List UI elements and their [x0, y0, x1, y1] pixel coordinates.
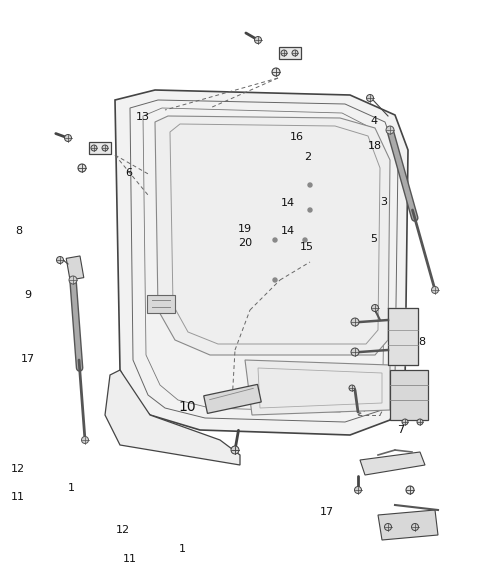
Text: 16: 16: [289, 131, 304, 142]
Circle shape: [417, 419, 423, 425]
Circle shape: [57, 256, 63, 264]
Circle shape: [386, 126, 394, 134]
Text: 8: 8: [418, 336, 425, 347]
Polygon shape: [388, 308, 418, 365]
Polygon shape: [378, 510, 438, 540]
Circle shape: [82, 436, 88, 443]
Circle shape: [292, 50, 298, 56]
Circle shape: [351, 348, 359, 356]
Polygon shape: [155, 116, 390, 355]
Text: 13: 13: [136, 112, 150, 123]
Circle shape: [367, 95, 373, 102]
Text: 7: 7: [397, 425, 404, 435]
Circle shape: [351, 318, 359, 326]
Circle shape: [411, 523, 419, 530]
Circle shape: [254, 37, 262, 44]
Circle shape: [69, 276, 77, 284]
Text: 17: 17: [319, 507, 334, 518]
Text: 4: 4: [371, 116, 378, 126]
Circle shape: [78, 164, 86, 172]
Text: 8: 8: [16, 226, 23, 236]
Text: 19: 19: [238, 224, 252, 235]
Text: 12: 12: [11, 464, 25, 475]
Circle shape: [273, 238, 277, 242]
Circle shape: [303, 238, 307, 242]
Circle shape: [406, 486, 414, 494]
Text: 1: 1: [179, 544, 186, 554]
Text: 20: 20: [238, 238, 252, 248]
Text: 3: 3: [381, 197, 387, 207]
Circle shape: [432, 286, 439, 293]
Bar: [390, 370, 428, 420]
Circle shape: [281, 50, 287, 56]
Text: 17: 17: [21, 354, 35, 364]
Text: 11: 11: [11, 492, 25, 502]
Bar: [66, 256, 84, 280]
Text: 6: 6: [125, 168, 132, 178]
Circle shape: [272, 68, 280, 76]
Circle shape: [64, 134, 72, 142]
Bar: [204, 385, 261, 414]
Circle shape: [91, 145, 97, 151]
Polygon shape: [115, 90, 408, 435]
Polygon shape: [105, 370, 240, 465]
Text: 12: 12: [115, 525, 130, 535]
Bar: [89, 142, 111, 154]
Bar: [147, 295, 175, 313]
Text: 2: 2: [304, 152, 311, 162]
Text: 18: 18: [367, 141, 382, 152]
Circle shape: [231, 447, 239, 454]
Circle shape: [384, 523, 392, 530]
Polygon shape: [360, 452, 425, 475]
Circle shape: [349, 385, 355, 391]
Text: 10: 10: [179, 400, 196, 414]
Circle shape: [308, 183, 312, 187]
Circle shape: [102, 145, 108, 151]
Polygon shape: [245, 360, 390, 415]
Text: 15: 15: [300, 242, 314, 252]
Text: 1: 1: [68, 483, 74, 493]
Text: 14: 14: [281, 226, 295, 236]
Text: 11: 11: [122, 554, 137, 564]
Circle shape: [273, 278, 277, 282]
Circle shape: [231, 446, 239, 454]
Circle shape: [308, 208, 312, 212]
Circle shape: [355, 486, 361, 493]
Circle shape: [402, 419, 408, 425]
Bar: [279, 47, 301, 59]
Text: 9: 9: [24, 290, 31, 300]
Text: 5: 5: [370, 234, 377, 245]
Text: 14: 14: [281, 198, 295, 209]
Circle shape: [372, 304, 379, 311]
